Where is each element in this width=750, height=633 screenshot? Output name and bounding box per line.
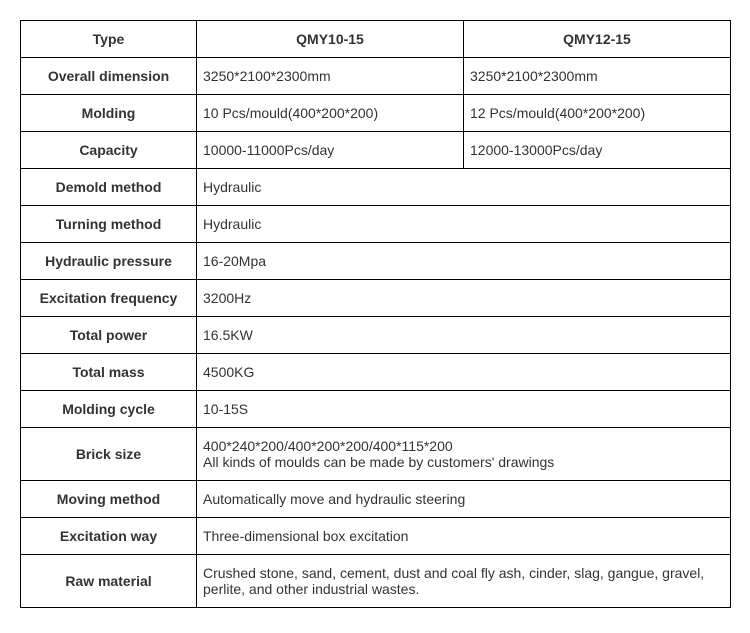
table-row: Capacity 10000-11000Pcs/day 12000-13000P… — [21, 132, 731, 169]
row-value: 400*240*200/400*200*200/400*115*200All k… — [197, 428, 731, 481]
row-label: Total mass — [21, 354, 197, 391]
row-value: Hydraulic — [197, 169, 731, 206]
row-label: Excitation frequency — [21, 280, 197, 317]
col-header-model1: QMY10-15 — [197, 21, 464, 58]
row-label: Brick size — [21, 428, 197, 481]
row-value: 16.5KW — [197, 317, 731, 354]
row-value2: 12000-13000Pcs/day — [464, 132, 731, 169]
row-value: Automatically move and hydraulic steerin… — [197, 481, 731, 518]
table-row: Molding cycle 10-15S — [21, 391, 731, 428]
row-value: Hydraulic — [197, 206, 731, 243]
row-value: Crushed stone, sand, cement, dust and co… — [197, 555, 731, 608]
row-label: Molding cycle — [21, 391, 197, 428]
col-header-model2: QMY12-15 — [464, 21, 731, 58]
row-label: Excitation way — [21, 518, 197, 555]
row-label: Capacity — [21, 132, 197, 169]
row-value: Three-dimensional box excitation — [197, 518, 731, 555]
row-label: Turning method — [21, 206, 197, 243]
row-value1: 10 Pcs/mould(400*200*200) — [197, 95, 464, 132]
row-label: Total power — [21, 317, 197, 354]
row-label: Moving method — [21, 481, 197, 518]
table-row: Excitation way Three-dimensional box exc… — [21, 518, 731, 555]
row-label: Demold method — [21, 169, 197, 206]
row-value1: 3250*2100*2300mm — [197, 58, 464, 95]
row-value1: 10000-11000Pcs/day — [197, 132, 464, 169]
col-header-type: Type — [21, 21, 197, 58]
table-row: Moving method Automatically move and hyd… — [21, 481, 731, 518]
table-row: Raw material Crushed stone, sand, cement… — [21, 555, 731, 608]
table-header-row: Type QMY10-15 QMY12-15 — [21, 21, 731, 58]
row-label: Hydraulic pressure — [21, 243, 197, 280]
table-row: Turning method Hydraulic — [21, 206, 731, 243]
row-value: 3200Hz — [197, 280, 731, 317]
row-value2: 3250*2100*2300mm — [464, 58, 731, 95]
table-row: Demold method Hydraulic — [21, 169, 731, 206]
row-label: Overall dimension — [21, 58, 197, 95]
table-row: Hydraulic pressure 16-20Mpa — [21, 243, 731, 280]
row-label: Raw material — [21, 555, 197, 608]
table-row: Overall dimension 3250*2100*2300mm 3250*… — [21, 58, 731, 95]
row-label: Molding — [21, 95, 197, 132]
table-row: Total mass 4500KG — [21, 354, 731, 391]
row-value: 10-15S — [197, 391, 731, 428]
row-value2: 12 Pcs/mould(400*200*200) — [464, 95, 731, 132]
row-value: 4500KG — [197, 354, 731, 391]
table-row: Excitation frequency 3200Hz — [21, 280, 731, 317]
table-row: Molding 10 Pcs/mould(400*200*200) 12 Pcs… — [21, 95, 731, 132]
table-row: Brick size 400*240*200/400*200*200/400*1… — [21, 428, 731, 481]
spec-table: Type QMY10-15 QMY12-15 Overall dimension… — [20, 20, 731, 608]
row-value: 16-20Mpa — [197, 243, 731, 280]
table-row: Total power 16.5KW — [21, 317, 731, 354]
